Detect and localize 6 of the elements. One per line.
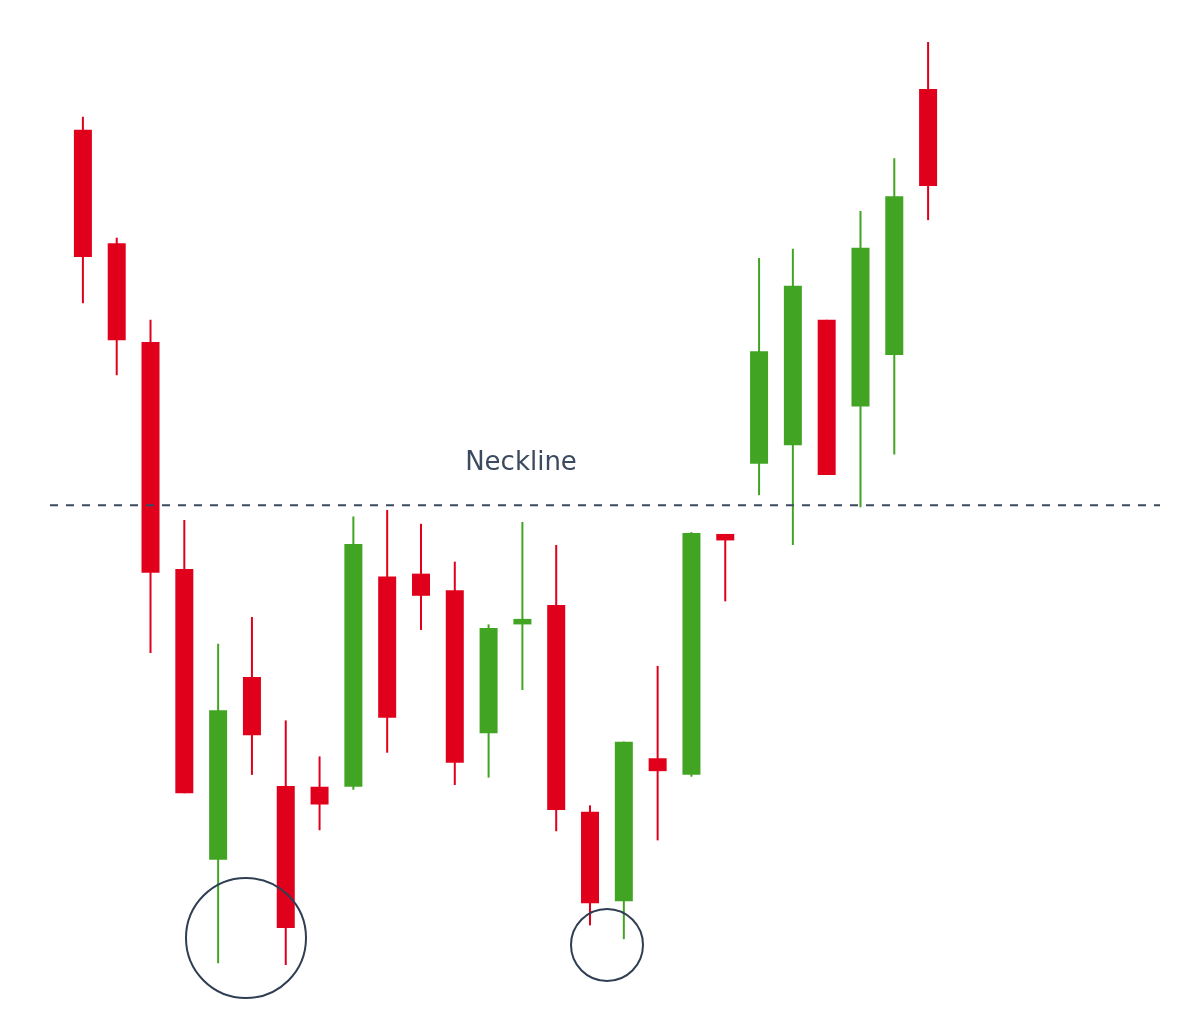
ref-line-label: Neckline — [465, 446, 577, 477]
candlestick — [716, 532, 735, 603]
candlestick — [310, 755, 329, 832]
candlestick — [513, 520, 532, 691]
candlestick — [648, 664, 667, 842]
candlestick — [411, 522, 430, 631]
